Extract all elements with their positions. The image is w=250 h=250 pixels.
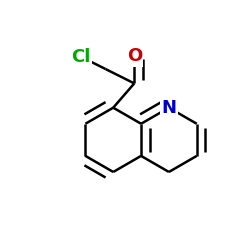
Text: N: N bbox=[162, 99, 176, 117]
Text: O: O bbox=[127, 47, 142, 65]
Text: Cl: Cl bbox=[72, 48, 91, 66]
